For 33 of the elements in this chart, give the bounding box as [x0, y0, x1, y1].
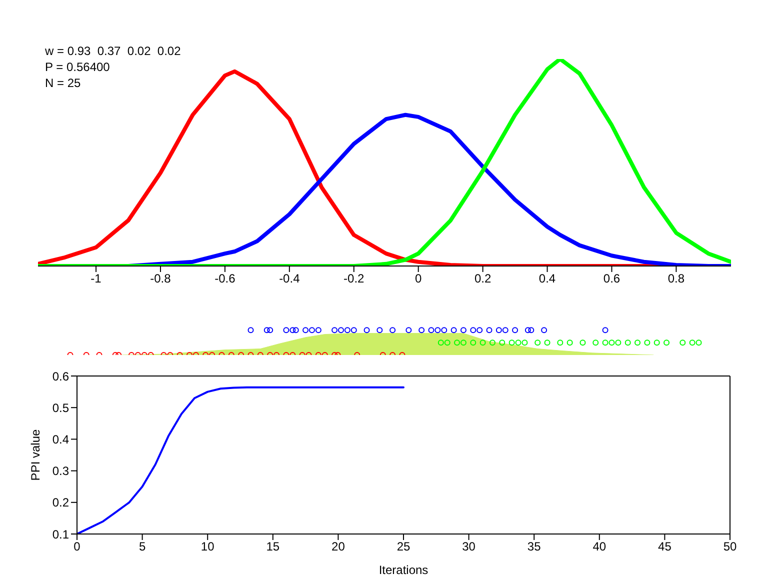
annotation: P = 0.56400	[45, 60, 110, 74]
x-tick-label: 15	[266, 540, 280, 554]
x-tick-label: 40	[592, 540, 606, 554]
y-tick-label: 0.6	[52, 369, 70, 384]
x-tick-label: 30	[462, 540, 476, 554]
x-tick-label: -0.2	[344, 272, 365, 286]
x-tick-label: 0	[74, 540, 81, 554]
x-tick-label: 0.2	[474, 272, 492, 286]
x-tick-label: 0.6	[603, 272, 620, 286]
annotation: N = 25	[45, 76, 81, 90]
x-tick-label: 20	[332, 540, 346, 554]
x-axis-title: Iterations	[378, 563, 428, 576]
x-tick-label: 0	[415, 272, 422, 286]
x-tick-label: 5	[138, 540, 146, 554]
y-tick-label: 0.2	[52, 496, 70, 510]
text: w = 0.93 0.37 0.02 0.02	[45, 44, 181, 58]
y-tick-label: 0.5	[52, 400, 70, 415]
x-tick-label: -0.8	[150, 272, 172, 286]
y-tick-label: 0.1	[52, 527, 70, 542]
y-axis-title: PPI value	[28, 429, 42, 481]
x-tick-label: 45	[658, 540, 672, 554]
x-tick-label: 50	[723, 540, 737, 554]
y-tick-label: 0.3	[52, 464, 70, 478]
x-tick-label: 25	[396, 540, 410, 554]
x-tick-label: 0.8	[668, 272, 685, 286]
x-tick-label: -0.6	[214, 272, 236, 286]
y-tick-label: 0.4	[52, 432, 70, 446]
x-tick-label: 0.4	[538, 272, 556, 286]
x-tick-label: -1	[90, 272, 102, 286]
x-tick-label: 10	[200, 540, 215, 554]
x-tick-label: -0.4	[279, 272, 300, 286]
x-tick-label: 35	[527, 540, 542, 554]
line-series	[77, 386, 404, 534]
